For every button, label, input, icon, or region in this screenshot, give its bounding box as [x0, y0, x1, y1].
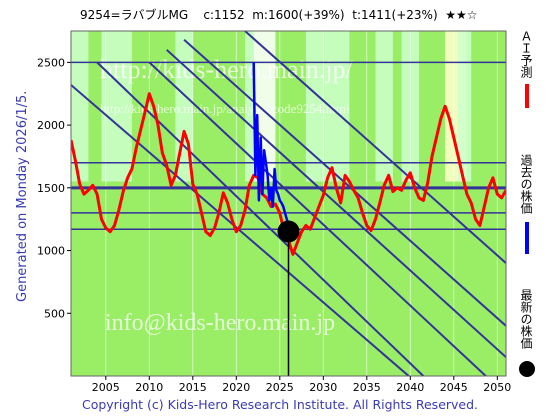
plot-frame — [70, 30, 507, 377]
watermarks: http://kids-hero.main.jp/ http://kids-he… — [100, 55, 354, 336]
y-tick-label-1000: 1000 — [37, 245, 65, 258]
legend-latest-label: 最新の株価 — [519, 289, 533, 349]
x-tick-label-2005: 2005 — [92, 381, 120, 394]
bg-band-6 — [375, 31, 393, 182]
legend-past-label: 過去の株価 — [519, 154, 533, 214]
trend-line-5 — [244, 31, 506, 264]
past-series-line — [252, 62, 290, 226]
x-tick-label-2040: 2040 — [396, 381, 424, 394]
watermark-email: info@kids-hero.main.jp — [105, 310, 335, 336]
x-tick-label-2015: 2015 — [179, 381, 207, 394]
trend-line-3 — [166, 49, 506, 358]
chart-header: 9254=ラバブルMG c:1152 m:1600(+39%) t:1411(+… — [80, 6, 478, 23]
axes: 2005 2010 2015 2020 2025 2030 2035 2040 2045 2050… — [37, 56, 511, 394]
target-price: t:1411(+23%) — [352, 8, 438, 22]
x-tick-label-2035: 2035 — [353, 381, 381, 394]
y-tick-label-2500: 2500 — [37, 56, 65, 69]
bg-band-5 — [305, 31, 350, 182]
x-tick-label-2020: 2020 — [222, 381, 250, 394]
y-tick-label-500: 500 — [44, 307, 65, 320]
bg-band-9 — [458, 31, 472, 182]
median-price: m:1600(+39%) — [252, 8, 345, 22]
latest-price-marker — [277, 220, 300, 243]
bg-band-0 — [71, 31, 89, 182]
x-tick-label-2050: 2050 — [483, 381, 511, 394]
copyright-footer: Copyright (c) Kids-Hero Research Institu… — [81, 397, 479, 412]
x-tick-label-2025: 2025 — [266, 381, 294, 394]
trend-line-1 — [71, 84, 411, 376]
bg-band-1 — [101, 31, 132, 182]
watermark-analysis: http://kids-hero.main.jp/analysis/code92… — [100, 101, 350, 116]
bg-band-3 — [245, 31, 254, 182]
x-tick-label-2030: 2030 — [309, 381, 337, 394]
legend-forecast-label: ＡＩ予測 — [519, 30, 533, 78]
y-tick-label-1500: 1500 — [37, 182, 65, 195]
watermark-site: http://kids-hero.main.jp/ — [100, 55, 354, 84]
y-tick-label-2000: 2000 — [37, 119, 65, 132]
current-price: c:1152 — [203, 8, 245, 22]
legend-latest-swatch — [519, 361, 535, 377]
rating-stars: ★★☆ — [445, 8, 478, 22]
series-layer — [71, 62, 506, 376]
x-tick-label-2045: 2045 — [440, 381, 468, 394]
x-tick-label-2010: 2010 — [135, 381, 163, 394]
stock-code-name: 9254=ラバブルMG — [80, 8, 189, 22]
